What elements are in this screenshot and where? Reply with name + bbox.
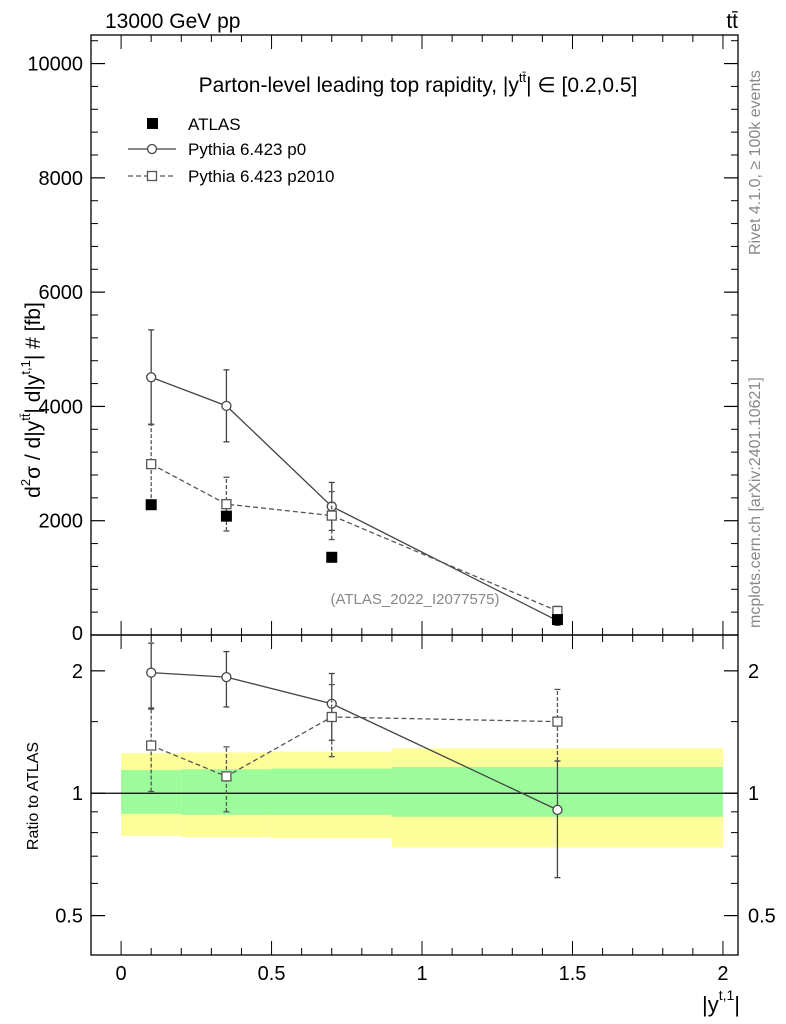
data-point-p2010 <box>146 458 157 470</box>
legend: ATLAS Pythia 6.423 p0 Pythia 6.423 p2010 <box>128 115 335 186</box>
main-ytick-label: 6000 <box>39 282 84 304</box>
main-series-layer <box>145 329 563 626</box>
ratio-point-p0 <box>221 671 232 683</box>
xlabel-tail: | <box>734 992 740 1017</box>
ylabel-p5: t,1 <box>18 360 33 374</box>
legend-p0-marker <box>146 143 158 155</box>
ratio-ytick-label-right: 0.5 <box>748 906 776 928</box>
chart-title-sup: tt̄ <box>519 70 527 85</box>
xlabel-sup: t,1 <box>719 987 735 1003</box>
ratio-xtick-label: 2 <box>717 963 728 985</box>
data-point-p2010 <box>221 498 232 510</box>
data-point-atlas <box>551 614 563 626</box>
ratio-series-line <box>150 716 558 778</box>
main-ytick-label: 10000 <box>27 54 83 76</box>
main-ytick-label: 8000 <box>39 168 84 190</box>
ratio-xtick-label: 0 <box>116 963 127 985</box>
main-series-line <box>150 463 558 612</box>
main-ytick-label-zero: 0 <box>72 623 83 645</box>
ylabel-p0: d <box>22 486 45 498</box>
ylabel-p2: σ / d|y <box>22 420 45 479</box>
ratio-frame: 0.5 0.5 1 1 2 2 0 0.5 1 1.5 2 <box>55 634 776 985</box>
ratio-series-line <box>151 671 558 811</box>
ylabel-p4: | d|y <box>22 374 45 413</box>
ratio-frame-border <box>90 634 739 956</box>
ratio-ytick-label-right: 2 <box>748 661 759 683</box>
legend-p0-label: Pythia 6.423 p0 <box>188 140 306 159</box>
ratio-uncertainty-bands <box>91 748 738 848</box>
ratio-ytick-label-right: 1 <box>748 783 759 805</box>
data-point-p2010 <box>326 510 337 521</box>
main-series-line <box>150 376 558 622</box>
legend-atlas-label: ATLAS <box>188 115 241 134</box>
data-point-p0 <box>221 400 232 412</box>
rivet-label: Rivet 4.1.0, ≥ 100k events <box>747 70 764 255</box>
data-point-p0 <box>146 372 157 383</box>
ylabel-p3: tt̄ <box>18 413 33 421</box>
main-ylabel: d2σ / d|ytt̄| d|yt,1| # [fb] <box>18 302 45 498</box>
ylabel-p6: | # [fb] <box>22 302 45 360</box>
main-ytick-label: 2000 <box>39 511 84 533</box>
ratio-point-p0 <box>146 667 157 678</box>
analysis-watermark: (ATLAS_2022_I2077575) <box>330 591 499 608</box>
chart-title-tail: | ∈ [0.2,0.5] <box>526 74 637 97</box>
ratio-ytick-label-left: 2 <box>72 661 83 683</box>
legend-atlas-marker <box>147 118 158 129</box>
ratio-point-p2010 <box>552 716 563 727</box>
ratio-point-p2010 <box>326 711 337 723</box>
main-ytick-label: 4000 <box>39 396 84 418</box>
process-label: tt̄ <box>726 10 738 33</box>
mcplots-label: mcplots.cern.ch [arXiv:2401.10621] <box>747 377 764 628</box>
x-axis-label: |yt,1| <box>702 987 740 1017</box>
data-point-atlas <box>326 551 338 563</box>
xlabel-main: |y <box>702 992 719 1017</box>
ratio-band-inner <box>271 768 392 815</box>
ratio-ytick-label-left: 1 <box>72 783 83 805</box>
data-point-atlas <box>220 510 232 522</box>
energy-label: 13000 GeV pp <box>105 10 240 33</box>
ratio-xtick-label: 1 <box>416 963 427 985</box>
main-frame: 2000 4000 6000 8000 10000 0 <box>27 34 739 645</box>
legend-p2010-marker <box>146 170 158 182</box>
ratio-point-p2010 <box>146 740 157 751</box>
ylabel-p1: 2 <box>18 479 33 486</box>
data-point-atlas <box>145 499 157 511</box>
ratio-ytick-label-left: 0.5 <box>55 906 83 928</box>
ratio-series-layer <box>146 642 563 879</box>
ratio-xtick-label: 1.5 <box>559 963 587 985</box>
ratio-point-p0 <box>552 804 563 816</box>
chart-title-main: Parton-level leading top rapidity, |y <box>199 74 520 97</box>
ratio-ylabel: Ratio to ATLAS <box>25 742 42 850</box>
ratio-xtick-label: 0.5 <box>258 963 286 985</box>
legend-p2010-label: Pythia 6.423 p2010 <box>188 167 335 186</box>
ratio-point-p2010 <box>221 771 232 782</box>
chart-title: Parton-level leading top rapidity, |ytt̄… <box>199 70 638 97</box>
